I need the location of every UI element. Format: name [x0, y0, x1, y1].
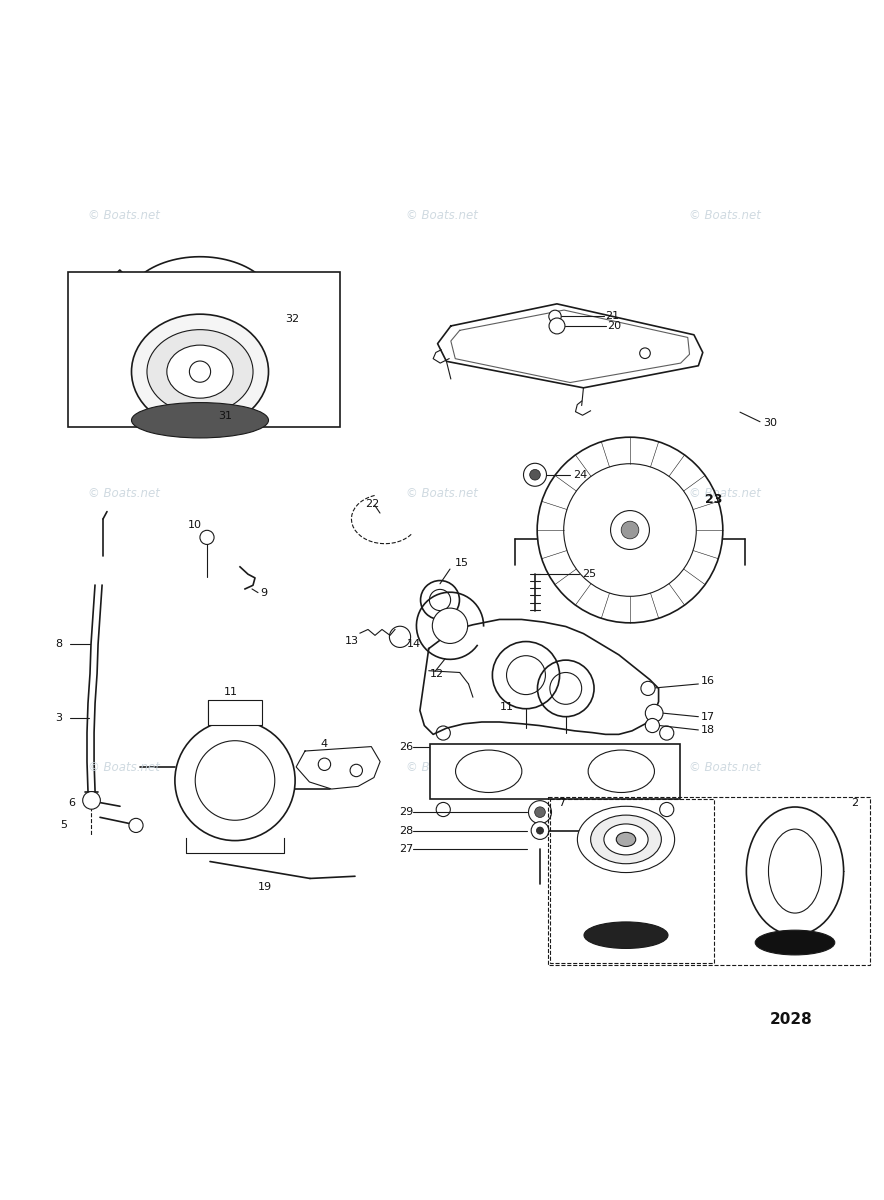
Text: © Boats.net: © Boats.net	[88, 209, 160, 222]
Text: 30: 30	[763, 419, 777, 428]
Text: © Boats.net: © Boats.net	[406, 487, 478, 500]
Text: © Boats.net: © Boats.net	[88, 487, 160, 500]
Text: 19: 19	[258, 882, 272, 893]
Ellipse shape	[591, 815, 661, 864]
Circle shape	[189, 361, 210, 383]
Text: 28: 28	[399, 826, 413, 835]
Bar	[430, 744, 680, 799]
Text: 27: 27	[399, 844, 413, 854]
Circle shape	[640, 348, 651, 359]
Text: © Boats.net: © Boats.net	[88, 762, 160, 774]
Text: © Boats.net: © Boats.net	[689, 762, 761, 774]
Text: 6: 6	[68, 798, 75, 808]
Text: 12: 12	[430, 668, 444, 679]
Ellipse shape	[768, 829, 821, 913]
Text: 24: 24	[573, 469, 587, 480]
Ellipse shape	[167, 346, 233, 398]
Bar	[209, 700, 262, 725]
Circle shape	[549, 318, 565, 334]
Ellipse shape	[604, 824, 648, 854]
Circle shape	[83, 792, 101, 809]
Circle shape	[611, 510, 650, 550]
Text: 29: 29	[399, 808, 413, 817]
Text: 18: 18	[701, 725, 715, 734]
Text: 2028: 2028	[770, 1013, 812, 1027]
Circle shape	[621, 521, 639, 539]
Circle shape	[200, 530, 214, 545]
Circle shape	[531, 822, 549, 840]
Text: 31: 31	[218, 410, 232, 421]
Text: 9: 9	[260, 588, 267, 598]
Text: 2: 2	[851, 798, 858, 809]
Circle shape	[641, 682, 655, 696]
Text: 7: 7	[558, 798, 565, 809]
Text: 17: 17	[701, 712, 715, 721]
Ellipse shape	[132, 314, 269, 430]
Text: 5: 5	[60, 820, 67, 829]
Text: 3: 3	[55, 713, 62, 722]
Text: 8: 8	[55, 640, 62, 649]
Text: © Boats.net: © Boats.net	[406, 209, 478, 222]
Text: 10: 10	[188, 520, 202, 530]
Text: 14: 14	[407, 640, 421, 649]
Text: 32: 32	[285, 313, 299, 324]
Bar	[550, 799, 714, 964]
Text: 15: 15	[455, 558, 469, 568]
Text: 16: 16	[701, 677, 715, 686]
Ellipse shape	[584, 922, 668, 948]
Text: 23: 23	[705, 492, 722, 505]
Text: 13: 13	[345, 636, 359, 646]
Circle shape	[549, 310, 561, 323]
Text: 11: 11	[224, 688, 238, 697]
Text: 21: 21	[606, 311, 620, 322]
Circle shape	[535, 806, 545, 817]
Ellipse shape	[577, 806, 674, 872]
Circle shape	[537, 827, 544, 834]
Ellipse shape	[755, 930, 834, 955]
Bar	[548, 798, 870, 965]
Text: 4: 4	[320, 739, 327, 749]
Text: © Boats.net: © Boats.net	[689, 209, 761, 222]
Circle shape	[645, 704, 663, 722]
Circle shape	[645, 719, 659, 732]
Ellipse shape	[616, 833, 636, 846]
Text: © Boats.net: © Boats.net	[689, 487, 761, 500]
Ellipse shape	[132, 402, 269, 438]
Text: 26: 26	[399, 743, 413, 752]
Ellipse shape	[746, 808, 843, 935]
Text: © Boats.net: © Boats.net	[406, 762, 478, 774]
Circle shape	[530, 469, 540, 480]
Circle shape	[432, 608, 468, 643]
Bar	[68, 272, 340, 427]
Text: 11: 11	[500, 702, 514, 712]
Text: 25: 25	[582, 569, 596, 580]
Circle shape	[129, 818, 143, 833]
Circle shape	[523, 463, 546, 486]
Ellipse shape	[147, 330, 253, 414]
Text: 22: 22	[365, 499, 379, 509]
Circle shape	[529, 800, 552, 823]
Text: 20: 20	[607, 320, 621, 331]
